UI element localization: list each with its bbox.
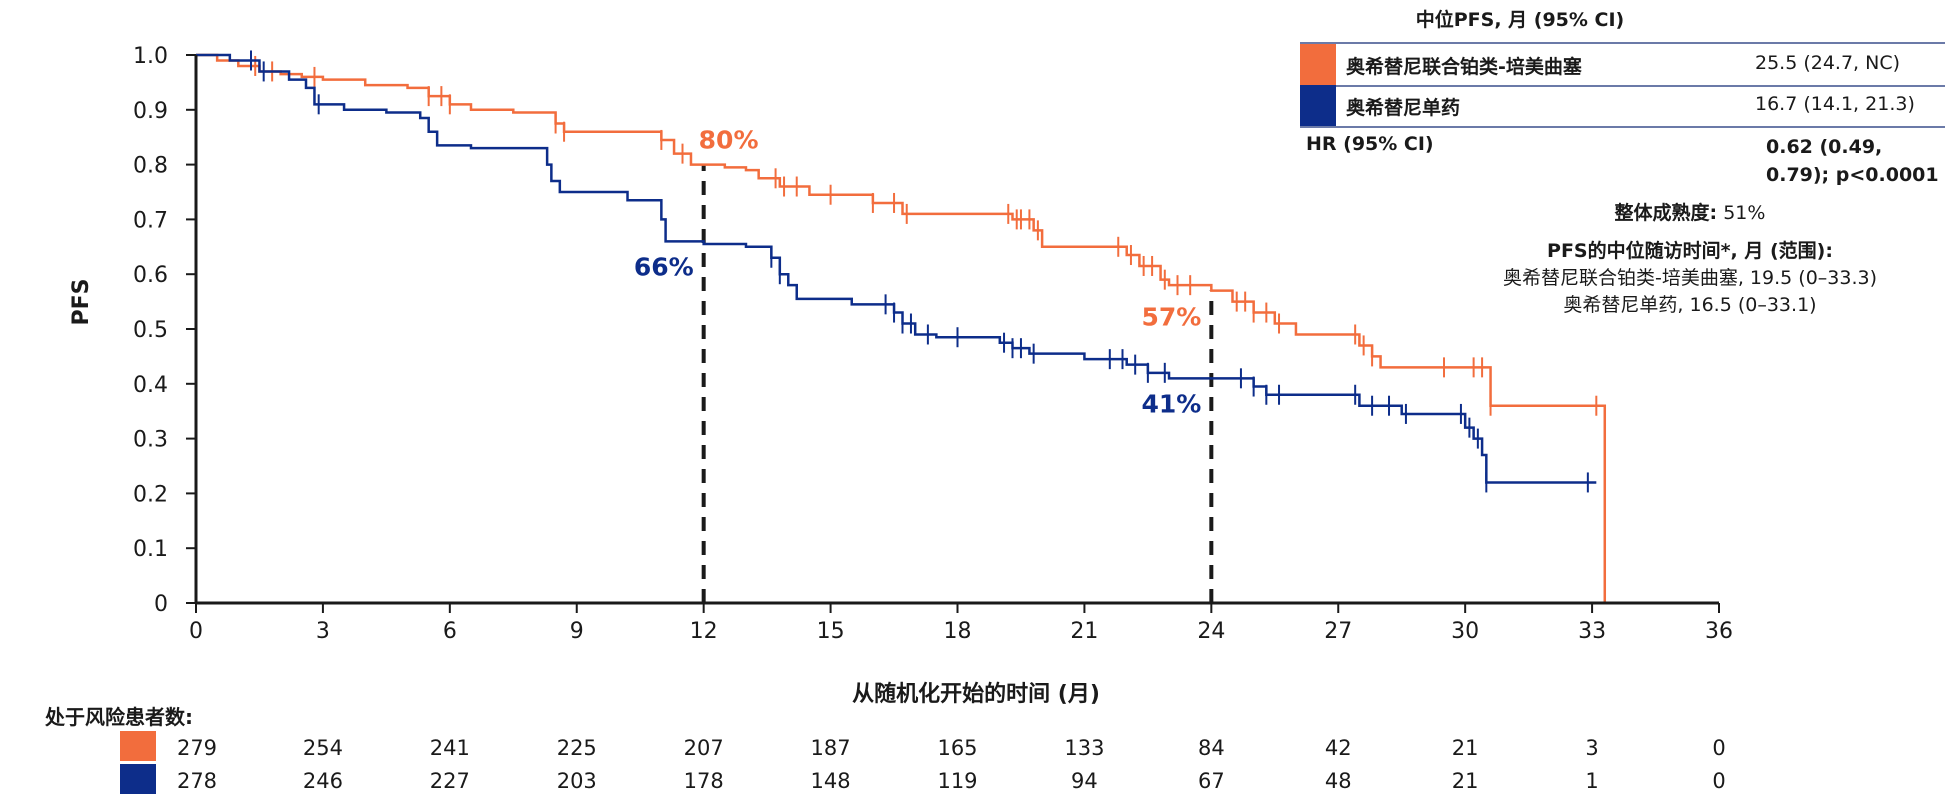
hr-label: HR (95% CI) <box>1306 133 1434 155</box>
x-tick-label-27: 27 <box>1324 619 1352 644</box>
risk-table-title: 处于风险患者数: <box>44 705 193 729</box>
x-tick-label-12: 12 <box>690 619 718 644</box>
legend-name-mono: 奥希替尼单药 <box>1346 97 1461 119</box>
annotation-1-0: 66% <box>634 252 694 281</box>
legend-row-mono: 奥希替尼单药 16.7 (14.1, 21.3) <box>1300 85 1945 128</box>
x-tick-label-36: 36 <box>1705 619 1733 644</box>
y-tick-label-4: 0.4 <box>133 373 168 398</box>
annotation-0-0: 80% <box>699 126 759 155</box>
risk-count-0-7: 133 <box>1064 736 1104 760</box>
risk-table: 279 254 241 225 207 187 165 133 84 42 21 3 0 278 246 22… <box>120 731 1726 794</box>
risk-count-1-5: 148 <box>811 769 851 793</box>
risk-count-0-1: 254 <box>303 736 343 760</box>
risk-count-0-0: 279 <box>177 736 217 760</box>
axes: 0 3 6 9 12 15 18 21 24 27 30 33 3600.10.20.30.40.50.… <box>133 44 1733 644</box>
percent-annotations: 80% 57% 66% 41% <box>634 126 1202 419</box>
maturity-value: 51% <box>1723 202 1766 224</box>
y-tick-label-1: 0.1 <box>133 537 168 562</box>
y-tick-label-5: 0.5 <box>133 318 168 343</box>
y-axis-label: PFS <box>69 279 94 326</box>
risk-count-0-9: 42 <box>1325 736 1352 760</box>
followup-combo: 奥希替尼联合铂类-培美曲塞, 19.5 (0–33.3) <box>1503 267 1877 289</box>
risk-count-1-3: 203 <box>557 769 597 793</box>
y-tick-label-8: 0.8 <box>133 154 168 179</box>
x-axis-label: 从随机化开始的时间 (月) <box>852 681 1100 707</box>
risk-count-1-0: 278 <box>177 769 217 793</box>
risk-count-1-8: 67 <box>1198 769 1225 793</box>
y-tick-label-0: 0 <box>154 592 168 617</box>
x-tick-label-18: 18 <box>944 619 972 644</box>
x-tick-label-24: 24 <box>1197 619 1225 644</box>
annotation-1-1: 41% <box>1141 389 1201 418</box>
risk-count-0-4: 207 <box>684 736 724 760</box>
annotation-0-1: 57% <box>1141 303 1201 332</box>
risk-count-0-12: 0 <box>1712 736 1725 760</box>
legend-value-combo: 25.5 (24.7, NC) <box>1755 52 1901 74</box>
followup-title: PFS的中位随访时间*, 月 (范围): <box>1547 240 1833 262</box>
risk-count-0-5: 187 <box>811 736 851 760</box>
x-tick-label-21: 21 <box>1070 619 1098 644</box>
risk-count-1-6: 119 <box>937 769 977 793</box>
legend-swatch-combo <box>1300 44 1336 85</box>
y-tick-label-2: 0.2 <box>133 482 168 507</box>
risk-count-0-6: 165 <box>937 736 977 760</box>
risk-count-0-8: 84 <box>1198 736 1225 760</box>
risk-count-0-3: 225 <box>557 736 597 760</box>
reference-lines <box>701 164 1214 603</box>
risk-swatch-0 <box>120 731 156 761</box>
survival-curves <box>196 50 1607 603</box>
risk-count-1-11: 1 <box>1585 769 1598 793</box>
risk-count-1-1: 246 <box>303 769 343 793</box>
y-tick-label-3: 0.3 <box>133 428 168 453</box>
risk-count-0-10: 21 <box>1452 736 1479 760</box>
x-tick-label-0: 0 <box>189 619 203 644</box>
maturity-label: 整体成熟度: <box>1614 202 1718 224</box>
x-tick-label-30: 30 <box>1451 619 1479 644</box>
legend-value-mono: 16.7 (14.1, 21.3) <box>1755 93 1915 115</box>
risk-count-1-2: 227 <box>430 769 470 793</box>
x-tick-label-33: 33 <box>1578 619 1606 644</box>
x-tick-label-9: 9 <box>570 619 584 644</box>
legend-row-combo: 奥希替尼联合铂类-培美曲塞 25.5 (24.7, NC) <box>1300 42 1945 87</box>
y-tick-label-9: 0.9 <box>133 99 168 124</box>
legend-header: 中位PFS, 月 (95% CI) <box>1415 9 1625 31</box>
followup-mono: 奥希替尼单药, 16.5 (0–33.1) <box>1563 294 1817 316</box>
legend-name-combo: 奥希替尼联合铂类-培美曲塞 <box>1346 56 1582 78</box>
x-tick-label-6: 6 <box>443 619 457 644</box>
legend-swatch-mono <box>1300 85 1336 126</box>
risk-count-1-4: 178 <box>684 769 724 793</box>
series-line-1 <box>196 53 1597 484</box>
x-tick-label-15: 15 <box>817 619 845 644</box>
risk-count-0-11: 3 <box>1585 736 1598 760</box>
x-tick-label-3: 3 <box>316 619 330 644</box>
risk-count-1-10: 21 <box>1452 769 1479 793</box>
y-tick-label-10: 1.0 <box>133 44 168 69</box>
risk-count-1-9: 48 <box>1325 769 1352 793</box>
y-tick-label-6: 0.6 <box>133 263 168 288</box>
risk-swatch-1 <box>120 764 156 794</box>
risk-count-1-7: 94 <box>1071 769 1098 793</box>
y-tick-label-7: 0.7 <box>133 208 168 233</box>
maturity-line: 整体成熟度: 51% <box>1390 198 1949 225</box>
risk-count-0-2: 241 <box>430 736 470 760</box>
series-line-0 <box>196 53 1607 603</box>
risk-count-1-12: 0 <box>1712 769 1725 793</box>
hr-value: 0.62 (0.49, 0.79); p<0.0001 <box>1766 136 1939 186</box>
